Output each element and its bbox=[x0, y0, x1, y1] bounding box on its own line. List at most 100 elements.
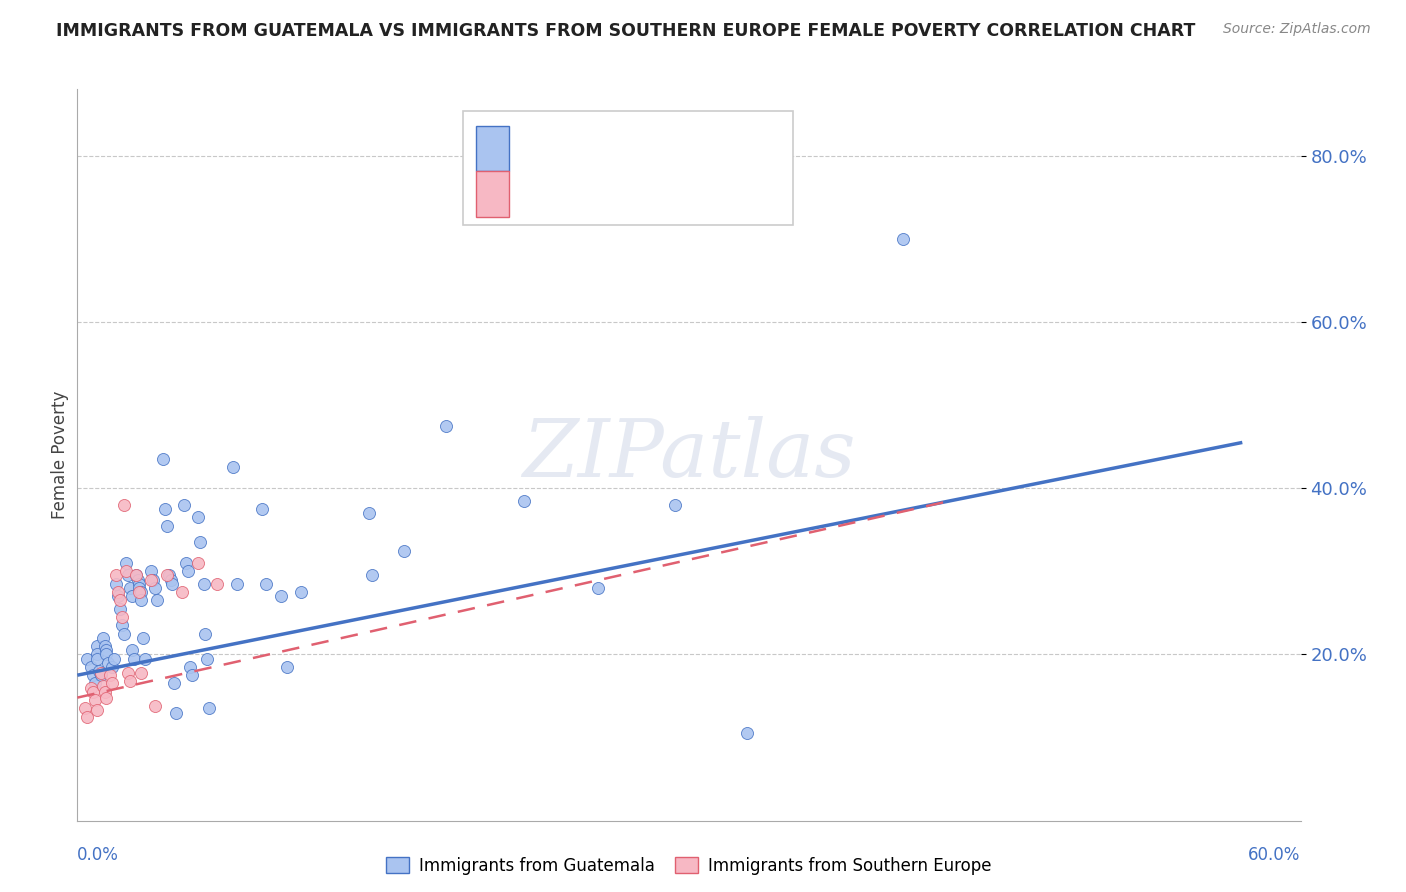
Point bbox=[128, 585, 150, 599]
Point bbox=[146, 593, 169, 607]
Point bbox=[90, 665, 112, 680]
Point bbox=[93, 685, 115, 699]
Point bbox=[86, 651, 108, 665]
Point bbox=[105, 568, 128, 582]
Point bbox=[131, 585, 153, 599]
Point bbox=[152, 452, 174, 467]
Point bbox=[187, 510, 209, 524]
Point bbox=[174, 556, 197, 570]
Point bbox=[153, 502, 176, 516]
Point bbox=[179, 660, 201, 674]
Point bbox=[128, 581, 150, 595]
Point bbox=[270, 589, 292, 603]
Point bbox=[188, 535, 211, 549]
Point bbox=[80, 660, 103, 674]
Text: IMMIGRANTS FROM GUATEMALA VS IMMIGRANTS FROM SOUTHERN EUROPE FEMALE POVERTY CORR: IMMIGRANTS FROM GUATEMALA VS IMMIGRANTS … bbox=[56, 22, 1195, 40]
Point bbox=[75, 701, 97, 715]
Point bbox=[127, 573, 149, 587]
Point bbox=[91, 631, 114, 645]
Point bbox=[132, 631, 155, 645]
Point bbox=[290, 585, 312, 599]
Point bbox=[82, 685, 104, 699]
Point bbox=[586, 581, 609, 595]
Point bbox=[156, 568, 179, 582]
Point bbox=[124, 568, 146, 582]
Point bbox=[111, 610, 134, 624]
Point bbox=[198, 701, 221, 715]
Point bbox=[134, 651, 156, 665]
Point bbox=[90, 668, 112, 682]
Point bbox=[205, 576, 228, 591]
Point bbox=[735, 726, 758, 740]
Point bbox=[163, 676, 186, 690]
Point bbox=[101, 660, 124, 674]
Point bbox=[121, 643, 143, 657]
Point bbox=[96, 643, 118, 657]
Point bbox=[124, 568, 146, 582]
Point bbox=[107, 589, 129, 603]
Point bbox=[122, 651, 145, 665]
Point bbox=[131, 665, 153, 680]
Point bbox=[128, 576, 150, 591]
Point bbox=[107, 585, 129, 599]
Point bbox=[105, 576, 128, 591]
Point bbox=[118, 581, 141, 595]
Point bbox=[221, 460, 243, 475]
Point bbox=[361, 568, 384, 582]
Point bbox=[112, 498, 135, 512]
Point bbox=[197, 651, 219, 665]
Text: 0.0%: 0.0% bbox=[77, 846, 120, 863]
Point bbox=[159, 573, 181, 587]
Point bbox=[86, 639, 108, 653]
Point bbox=[143, 698, 166, 713]
Point bbox=[101, 676, 124, 690]
Point bbox=[187, 556, 209, 570]
Point bbox=[80, 681, 103, 695]
Point bbox=[194, 626, 217, 640]
Point bbox=[98, 668, 121, 682]
Point bbox=[108, 593, 131, 607]
Point bbox=[82, 668, 104, 682]
Point bbox=[172, 585, 194, 599]
Point bbox=[117, 665, 139, 680]
Point bbox=[97, 656, 120, 670]
Point bbox=[157, 568, 180, 582]
Point bbox=[83, 693, 105, 707]
Point bbox=[156, 518, 179, 533]
Point bbox=[357, 506, 380, 520]
Point bbox=[93, 639, 115, 653]
Point bbox=[76, 710, 98, 724]
Y-axis label: Female Poverty: Female Poverty bbox=[51, 391, 69, 519]
Text: Source: ZipAtlas.com: Source: ZipAtlas.com bbox=[1223, 22, 1371, 37]
Point bbox=[139, 564, 162, 578]
Point bbox=[117, 568, 139, 582]
Point bbox=[96, 648, 118, 662]
Point bbox=[112, 626, 135, 640]
Point bbox=[162, 576, 184, 591]
Text: ZIPatlas: ZIPatlas bbox=[522, 417, 856, 493]
Point bbox=[118, 673, 141, 688]
Point bbox=[180, 668, 202, 682]
Point bbox=[139, 573, 162, 587]
Point bbox=[143, 581, 166, 595]
Point bbox=[173, 498, 195, 512]
Legend: Immigrants from Guatemala, Immigrants from Southern Europe: Immigrants from Guatemala, Immigrants fr… bbox=[380, 850, 998, 882]
Point bbox=[91, 679, 114, 693]
Point bbox=[103, 651, 125, 665]
Point bbox=[142, 573, 165, 587]
Point bbox=[111, 618, 134, 632]
Point bbox=[165, 706, 187, 720]
Point bbox=[392, 543, 415, 558]
Point bbox=[664, 498, 686, 512]
Point bbox=[108, 601, 131, 615]
Point bbox=[434, 418, 457, 433]
Point bbox=[891, 232, 914, 246]
Point bbox=[254, 576, 277, 591]
Point bbox=[86, 648, 108, 662]
Point bbox=[83, 676, 105, 690]
Point bbox=[276, 660, 298, 674]
Point bbox=[131, 593, 153, 607]
Text: 60.0%: 60.0% bbox=[1249, 846, 1301, 863]
Point bbox=[513, 493, 536, 508]
Point bbox=[193, 576, 215, 591]
